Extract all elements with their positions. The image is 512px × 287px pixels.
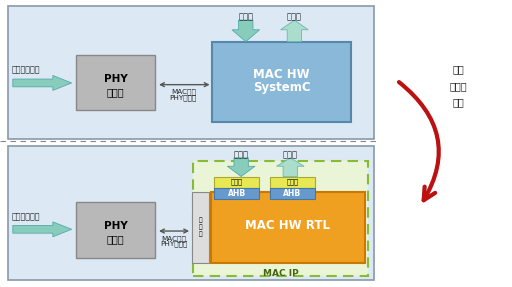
Text: 仿真器: 仿真器 [107, 235, 124, 245]
Text: PHY层接口: PHY层接口 [160, 240, 188, 247]
Text: MAC层与: MAC层与 [162, 235, 186, 242]
Text: 插入: 插入 [453, 64, 464, 74]
Text: 测试向量注入: 测试向量注入 [11, 212, 40, 221]
Polygon shape [13, 222, 72, 237]
Text: MAC层与: MAC层与 [171, 88, 196, 95]
Text: AHB: AHB [283, 189, 302, 198]
Polygon shape [13, 75, 72, 90]
Polygon shape [232, 20, 260, 42]
Text: PHY: PHY [104, 74, 127, 84]
Text: 平台: 平台 [453, 97, 464, 107]
Text: 适配器: 适配器 [286, 179, 298, 185]
Bar [193, 161, 368, 276]
Text: 从信道: 从信道 [238, 12, 253, 21]
Text: MAC HW RTL: MAC HW RTL [245, 219, 330, 232]
Text: MAC IP: MAC IP [263, 269, 298, 278]
Text: 从信道: 从信道 [233, 150, 249, 159]
Polygon shape [276, 158, 304, 177]
Bar [8, 146, 374, 280]
Text: 主信道: 主信道 [287, 12, 302, 21]
Text: 反
测
器: 反 测 器 [199, 218, 202, 237]
Bar [214, 177, 259, 188]
Text: PHY层接口: PHY层接口 [169, 94, 197, 101]
Text: 适配器: 适配器 [230, 179, 243, 185]
Text: 仿真器: 仿真器 [107, 87, 124, 97]
FancyArrowPatch shape [399, 82, 439, 200]
Text: PHY: PHY [104, 221, 127, 231]
Bar [192, 192, 209, 263]
Text: 系统级: 系统级 [450, 81, 467, 91]
Bar [214, 188, 259, 199]
Bar [211, 192, 365, 263]
Bar [76, 202, 155, 258]
Bar [270, 177, 315, 188]
Bar [212, 42, 351, 122]
Bar [270, 188, 315, 199]
Text: 测试向量注入: 测试向量注入 [11, 66, 40, 75]
Bar [8, 6, 374, 139]
Text: 主信道: 主信道 [283, 150, 298, 159]
Text: SystemC: SystemC [253, 81, 310, 94]
Polygon shape [281, 20, 308, 42]
Polygon shape [227, 158, 255, 177]
Text: MAC HW: MAC HW [253, 68, 310, 81]
Bar [76, 55, 155, 110]
Text: AHB: AHB [227, 189, 246, 198]
